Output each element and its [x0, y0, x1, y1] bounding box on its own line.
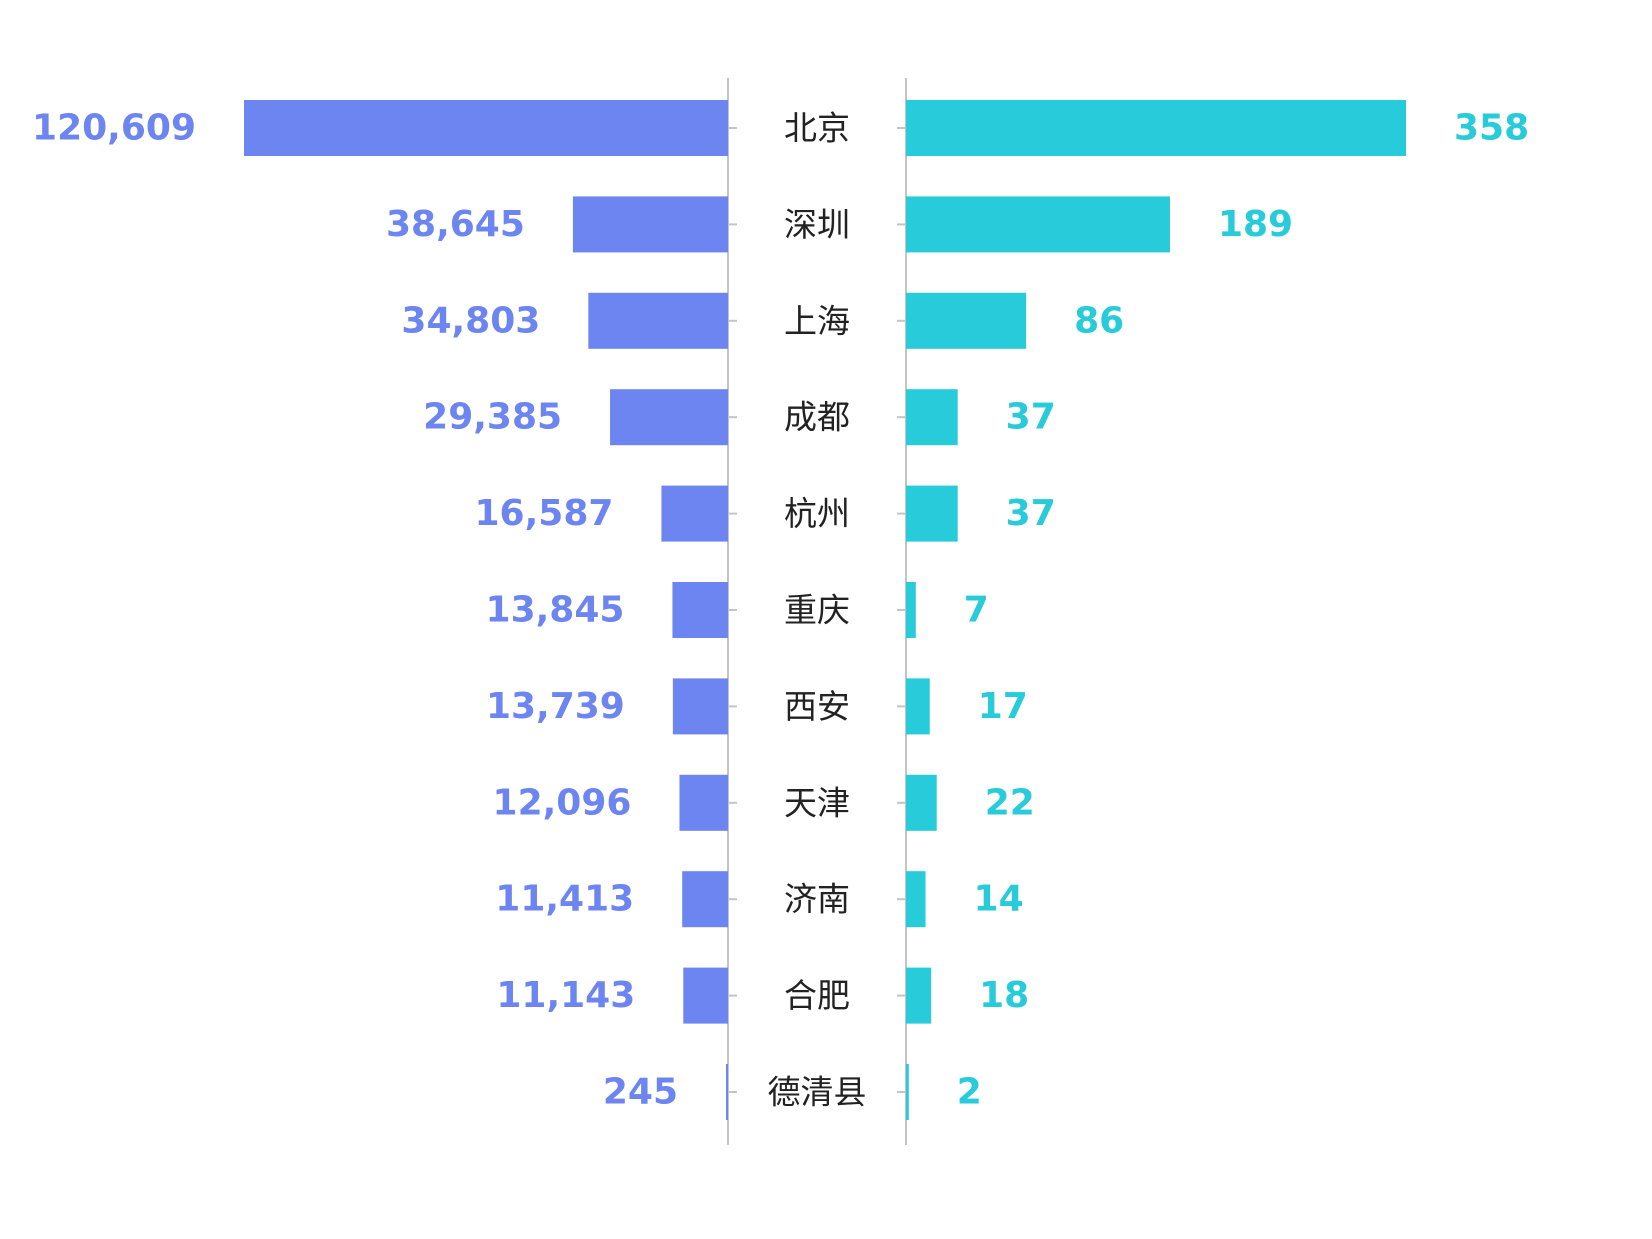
left-series-bars	[244, 100, 728, 1120]
right-value-label: 86	[1074, 300, 1124, 341]
left-bar	[572, 196, 728, 253]
left-value-label: 11,413	[495, 879, 634, 920]
left-bar	[683, 967, 728, 1024]
right-value-label: 37	[1006, 397, 1056, 438]
right-value-label: 17	[978, 686, 1028, 727]
category-label: 杭州	[784, 494, 850, 533]
category-label: 上海	[784, 301, 850, 340]
left-bar	[726, 1064, 728, 1120]
left-bar	[679, 774, 728, 831]
category-label: 西安	[784, 687, 850, 726]
left-bar	[610, 389, 728, 446]
left-value-label: 38,645	[386, 204, 525, 245]
right-series-labels: 358 189 86 37 37 7 17 22 14 18 2	[957, 108, 1529, 1113]
right-value-label: 189	[1218, 204, 1293, 245]
right-bar	[906, 100, 1406, 156]
left-bar	[682, 871, 728, 928]
right-value-label: 18	[979, 975, 1029, 1016]
left-bar	[661, 485, 728, 542]
left-bar	[588, 292, 728, 349]
right-bar	[906, 196, 1170, 253]
left-value-label: 245	[603, 1072, 678, 1113]
right-value-label: 37	[1006, 493, 1056, 534]
right-bar	[906, 389, 958, 446]
category-label: 天津	[784, 783, 850, 822]
left-value-label: 34,803	[401, 300, 540, 341]
right-value-label: 22	[985, 782, 1035, 823]
left-value-label: 120,609	[32, 108, 196, 149]
category-label: 德清县	[768, 1073, 867, 1112]
left-value-label: 12,096	[493, 782, 632, 823]
right-value-label: 14	[974, 879, 1024, 920]
left-value-label: 29,385	[423, 397, 562, 438]
right-bar	[906, 1064, 909, 1120]
right-bar	[906, 967, 932, 1024]
axis-ticks	[728, 127, 906, 1093]
left-bar	[244, 100, 728, 156]
right-value-label: 358	[1454, 108, 1529, 149]
left-value-label: 13,739	[486, 686, 625, 727]
right-value-label: 2	[957, 1072, 982, 1113]
category-label: 北京	[784, 109, 850, 148]
left-bar	[672, 678, 728, 735]
right-bar	[906, 485, 958, 542]
left-value-label: 11,143	[496, 975, 635, 1016]
right-bar	[906, 582, 916, 638]
category-label: 成都	[784, 398, 850, 437]
right-value-label: 7	[964, 590, 989, 631]
left-value-label: 13,845	[486, 590, 625, 631]
right-series-bars	[906, 100, 1406, 1120]
category-label: 合肥	[784, 976, 850, 1015]
category-label: 重庆	[784, 591, 850, 630]
left-value-label: 16,587	[475, 493, 614, 534]
left-series-labels: 120,609 38,645 34,803 29,385 16,587 13,845 13,…	[32, 108, 678, 1113]
right-bar	[906, 774, 937, 831]
category-label: 深圳	[784, 205, 850, 244]
right-bar	[906, 292, 1027, 349]
right-bar	[906, 871, 926, 928]
right-bar	[906, 678, 930, 735]
category-label: 济南	[784, 880, 850, 919]
left-bar	[672, 582, 728, 638]
